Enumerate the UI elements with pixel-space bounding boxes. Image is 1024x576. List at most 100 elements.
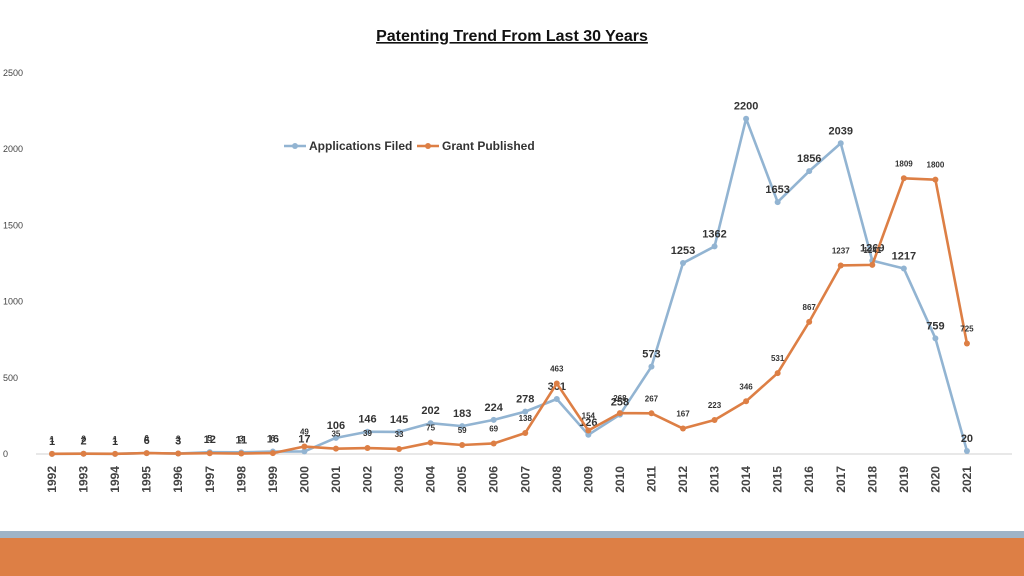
data-label: 1237	[832, 246, 850, 255]
x-tick-label: 2019	[897, 466, 911, 493]
data-point	[964, 341, 970, 347]
x-tick-label: 1999	[266, 466, 280, 493]
data-point	[175, 451, 181, 457]
data-label: 154	[582, 412, 596, 421]
x-tick-label: 2007	[518, 466, 532, 493]
data-point	[617, 410, 623, 416]
data-label: 3	[239, 435, 244, 444]
data-point	[838, 140, 844, 146]
legend-item: Grant Published	[417, 139, 535, 153]
data-point	[932, 177, 938, 183]
y-tick-label: 0	[3, 449, 8, 459]
data-label: 1362	[702, 228, 726, 240]
data-point	[648, 364, 654, 370]
data-label: 75	[426, 424, 435, 433]
x-tick-label: 2006	[487, 466, 501, 493]
x-tick-label: 2013	[708, 466, 722, 493]
data-label: 346	[739, 382, 753, 391]
chart-title: Patenting Trend From Last 30 Years	[376, 28, 648, 45]
data-point	[838, 262, 844, 268]
data-label: 2	[81, 435, 86, 444]
data-label: 1653	[765, 184, 789, 196]
data-label: 5	[208, 434, 213, 443]
data-point	[932, 335, 938, 341]
data-point	[207, 450, 213, 456]
y-tick-label: 2500	[3, 68, 23, 78]
x-tick-label: 2016	[802, 466, 816, 493]
footer-stripe-orange	[0, 538, 1024, 576]
data-point	[396, 446, 402, 452]
data-point	[270, 450, 276, 456]
data-point	[775, 199, 781, 205]
data-point	[491, 417, 497, 423]
x-tick-label: 2004	[424, 466, 438, 493]
x-tick-label: 1993	[77, 466, 91, 493]
y-axis: 05001000150020002500	[3, 68, 23, 459]
data-point	[806, 319, 812, 325]
data-point	[144, 450, 150, 456]
data-label: 2200	[734, 101, 758, 113]
data-label: 6	[144, 434, 149, 443]
data-point	[680, 260, 686, 266]
x-tick-label: 2020	[928, 466, 942, 493]
data-label: 223	[708, 401, 722, 410]
x-tick-label: 2008	[550, 466, 564, 493]
data-point	[301, 444, 307, 450]
y-tick-label: 2000	[3, 144, 23, 154]
data-point	[81, 451, 87, 457]
data-label: 224	[485, 402, 504, 414]
data-label: 573	[642, 349, 660, 361]
data-label: 1241	[863, 246, 881, 255]
data-point	[459, 442, 465, 448]
data-label: 6	[271, 434, 276, 443]
data-label: 3	[176, 435, 181, 444]
x-tick-label: 2015	[771, 466, 785, 493]
data-point	[554, 396, 560, 402]
data-label: 33	[395, 430, 404, 439]
data-label: 183	[453, 408, 471, 420]
data-label: 725	[960, 325, 974, 334]
x-tick-label: 2003	[392, 466, 406, 493]
data-label: 39	[363, 429, 372, 438]
series-line	[52, 178, 967, 454]
x-tick-label: 2014	[739, 466, 753, 493]
x-tick-label: 1994	[108, 466, 122, 493]
footer-stripe-blue	[0, 531, 1024, 538]
x-tick-label: 2010	[613, 466, 627, 493]
x-tick-label: 1997	[203, 466, 217, 493]
data-label: 145	[390, 414, 408, 426]
line-chart: Patenting Trend From Last 30 Years 0 500 1…	[0, 0, 1024, 531]
data-label: 69	[489, 424, 498, 433]
x-tick-label: 2009	[581, 466, 595, 493]
data-point	[869, 262, 875, 268]
legend-marker	[292, 143, 298, 149]
data-label: 1253	[671, 245, 695, 257]
data-point	[712, 243, 718, 249]
x-tick-label: 2021	[960, 466, 974, 493]
data-label: 267	[645, 394, 659, 403]
data-point	[49, 451, 55, 457]
x-tick-label: 2001	[329, 466, 343, 493]
legend-marker	[425, 143, 431, 149]
data-label: 35	[331, 430, 340, 439]
data-label: 759	[926, 320, 944, 332]
y-tick-label: 500	[3, 373, 18, 383]
x-tick-label: 1992	[45, 466, 59, 493]
x-tick-label: 1995	[140, 466, 154, 493]
data-point	[901, 266, 907, 272]
data-label: 138	[519, 414, 533, 423]
data-point	[743, 398, 749, 404]
data-label: 1	[113, 435, 118, 444]
data-point	[585, 428, 591, 434]
data-point	[238, 451, 244, 457]
data-point	[365, 445, 371, 451]
x-tick-label: 2011	[644, 466, 658, 492]
data-point	[333, 446, 339, 452]
x-tick-label: 2018	[865, 466, 879, 493]
series-grant-published: 1216353649353933755969138463154268267167…	[49, 159, 974, 457]
data-label: 1	[50, 435, 55, 444]
data-label: 167	[676, 410, 690, 419]
data-label: 202	[421, 405, 439, 417]
data-point	[648, 410, 654, 416]
x-tick-label: 2017	[834, 466, 848, 493]
